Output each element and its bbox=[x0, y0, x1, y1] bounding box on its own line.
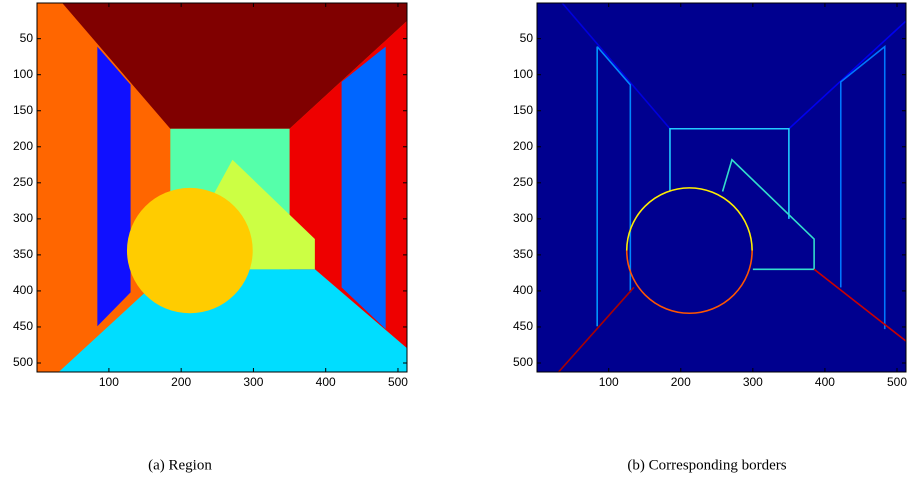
y-tick-label: 250 bbox=[13, 175, 33, 189]
y-tick-label: 450 bbox=[13, 319, 33, 333]
y-tick-label: 150 bbox=[513, 103, 533, 117]
caption: (a) Region bbox=[148, 457, 212, 473]
x-tick-label: 500 bbox=[887, 375, 907, 389]
x-tick-label: 200 bbox=[171, 375, 191, 389]
y-tick-label: 250 bbox=[513, 175, 533, 189]
figure: (a) Region (b) Corresponding borders 100… bbox=[0, 0, 909, 501]
y-tick-label: 150 bbox=[13, 103, 33, 117]
x-tick-label: 100 bbox=[99, 375, 119, 389]
y-tick-label: 350 bbox=[513, 247, 533, 261]
y-tick-label: 300 bbox=[13, 211, 33, 225]
region-image bbox=[37, 3, 408, 373]
y-tick-label: 50 bbox=[520, 31, 534, 45]
y-tick-label: 400 bbox=[13, 283, 33, 297]
caption: (b) Corresponding borders bbox=[627, 457, 786, 473]
x-tick-label: 300 bbox=[243, 375, 263, 389]
y-tick-label: 350 bbox=[13, 247, 33, 261]
y-tick-label: 500 bbox=[13, 355, 33, 369]
y-tick-label: 50 bbox=[20, 31, 34, 45]
y-tick-label: 200 bbox=[13, 139, 33, 153]
y-tick-label: 100 bbox=[513, 67, 533, 81]
x-tick-label: 300 bbox=[743, 375, 763, 389]
y-tick-label: 200 bbox=[513, 139, 533, 153]
y-tick-label: 450 bbox=[513, 319, 533, 333]
x-tick-label: 100 bbox=[599, 375, 619, 389]
y-tick-label: 100 bbox=[13, 67, 33, 81]
x-tick-label: 500 bbox=[388, 375, 408, 389]
borders-image bbox=[537, 3, 907, 373]
x-tick-label: 400 bbox=[815, 375, 835, 389]
y-tick-label: 400 bbox=[513, 283, 533, 297]
x-tick-label: 200 bbox=[671, 375, 691, 389]
x-tick-label: 400 bbox=[316, 375, 336, 389]
y-tick-label: 500 bbox=[513, 355, 533, 369]
y-tick-label: 300 bbox=[513, 211, 533, 225]
